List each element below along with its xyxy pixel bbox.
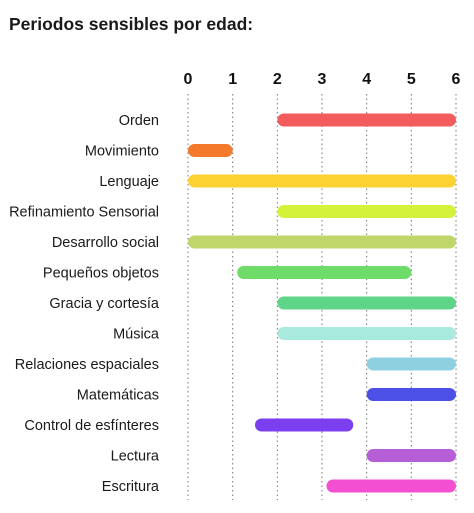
x-tick-label-3: 3	[318, 71, 327, 88]
range-bar	[366, 357, 456, 371]
range-bar	[326, 479, 456, 493]
x-tick-label-5: 5	[407, 71, 416, 88]
range-bar	[277, 296, 456, 310]
x-tick-label-1: 1	[228, 71, 237, 88]
x-tick-label-0: 0	[184, 71, 193, 88]
range-bar	[188, 174, 456, 188]
category-label: Escritura	[102, 479, 160, 495]
range-bar	[277, 205, 456, 218]
category-label: Relaciones espaciales	[15, 357, 159, 373]
category-label: Desarrollo social	[52, 235, 159, 251]
category-label: Gracia y cortesía	[49, 296, 160, 312]
category-label: Pequeños objetos	[43, 266, 159, 282]
x-tick-label-6: 6	[452, 71, 461, 88]
range-bar	[188, 235, 456, 249]
category-label: Orden	[119, 113, 159, 129]
range-bar	[237, 266, 412, 279]
category-label: Movimiento	[85, 144, 159, 160]
range-bar	[277, 327, 456, 340]
chart-title: Periodos sensibles por edad:	[9, 14, 254, 34]
x-tick-label-4: 4	[362, 71, 371, 88]
range-bar	[277, 113, 456, 127]
category-label: Música	[113, 327, 160, 343]
range-bar	[366, 449, 456, 462]
x-tick-label-2: 2	[273, 71, 282, 88]
range-bar	[188, 144, 233, 157]
range-bar	[366, 388, 456, 401]
category-label: Lenguaje	[99, 174, 159, 190]
category-label: Matemáticas	[77, 388, 159, 404]
category-label: Control de esfínteres	[24, 418, 159, 434]
range-bar	[255, 418, 354, 432]
category-label: Lectura	[111, 449, 160, 465]
category-label: Refinamiento Sensorial	[9, 205, 159, 221]
